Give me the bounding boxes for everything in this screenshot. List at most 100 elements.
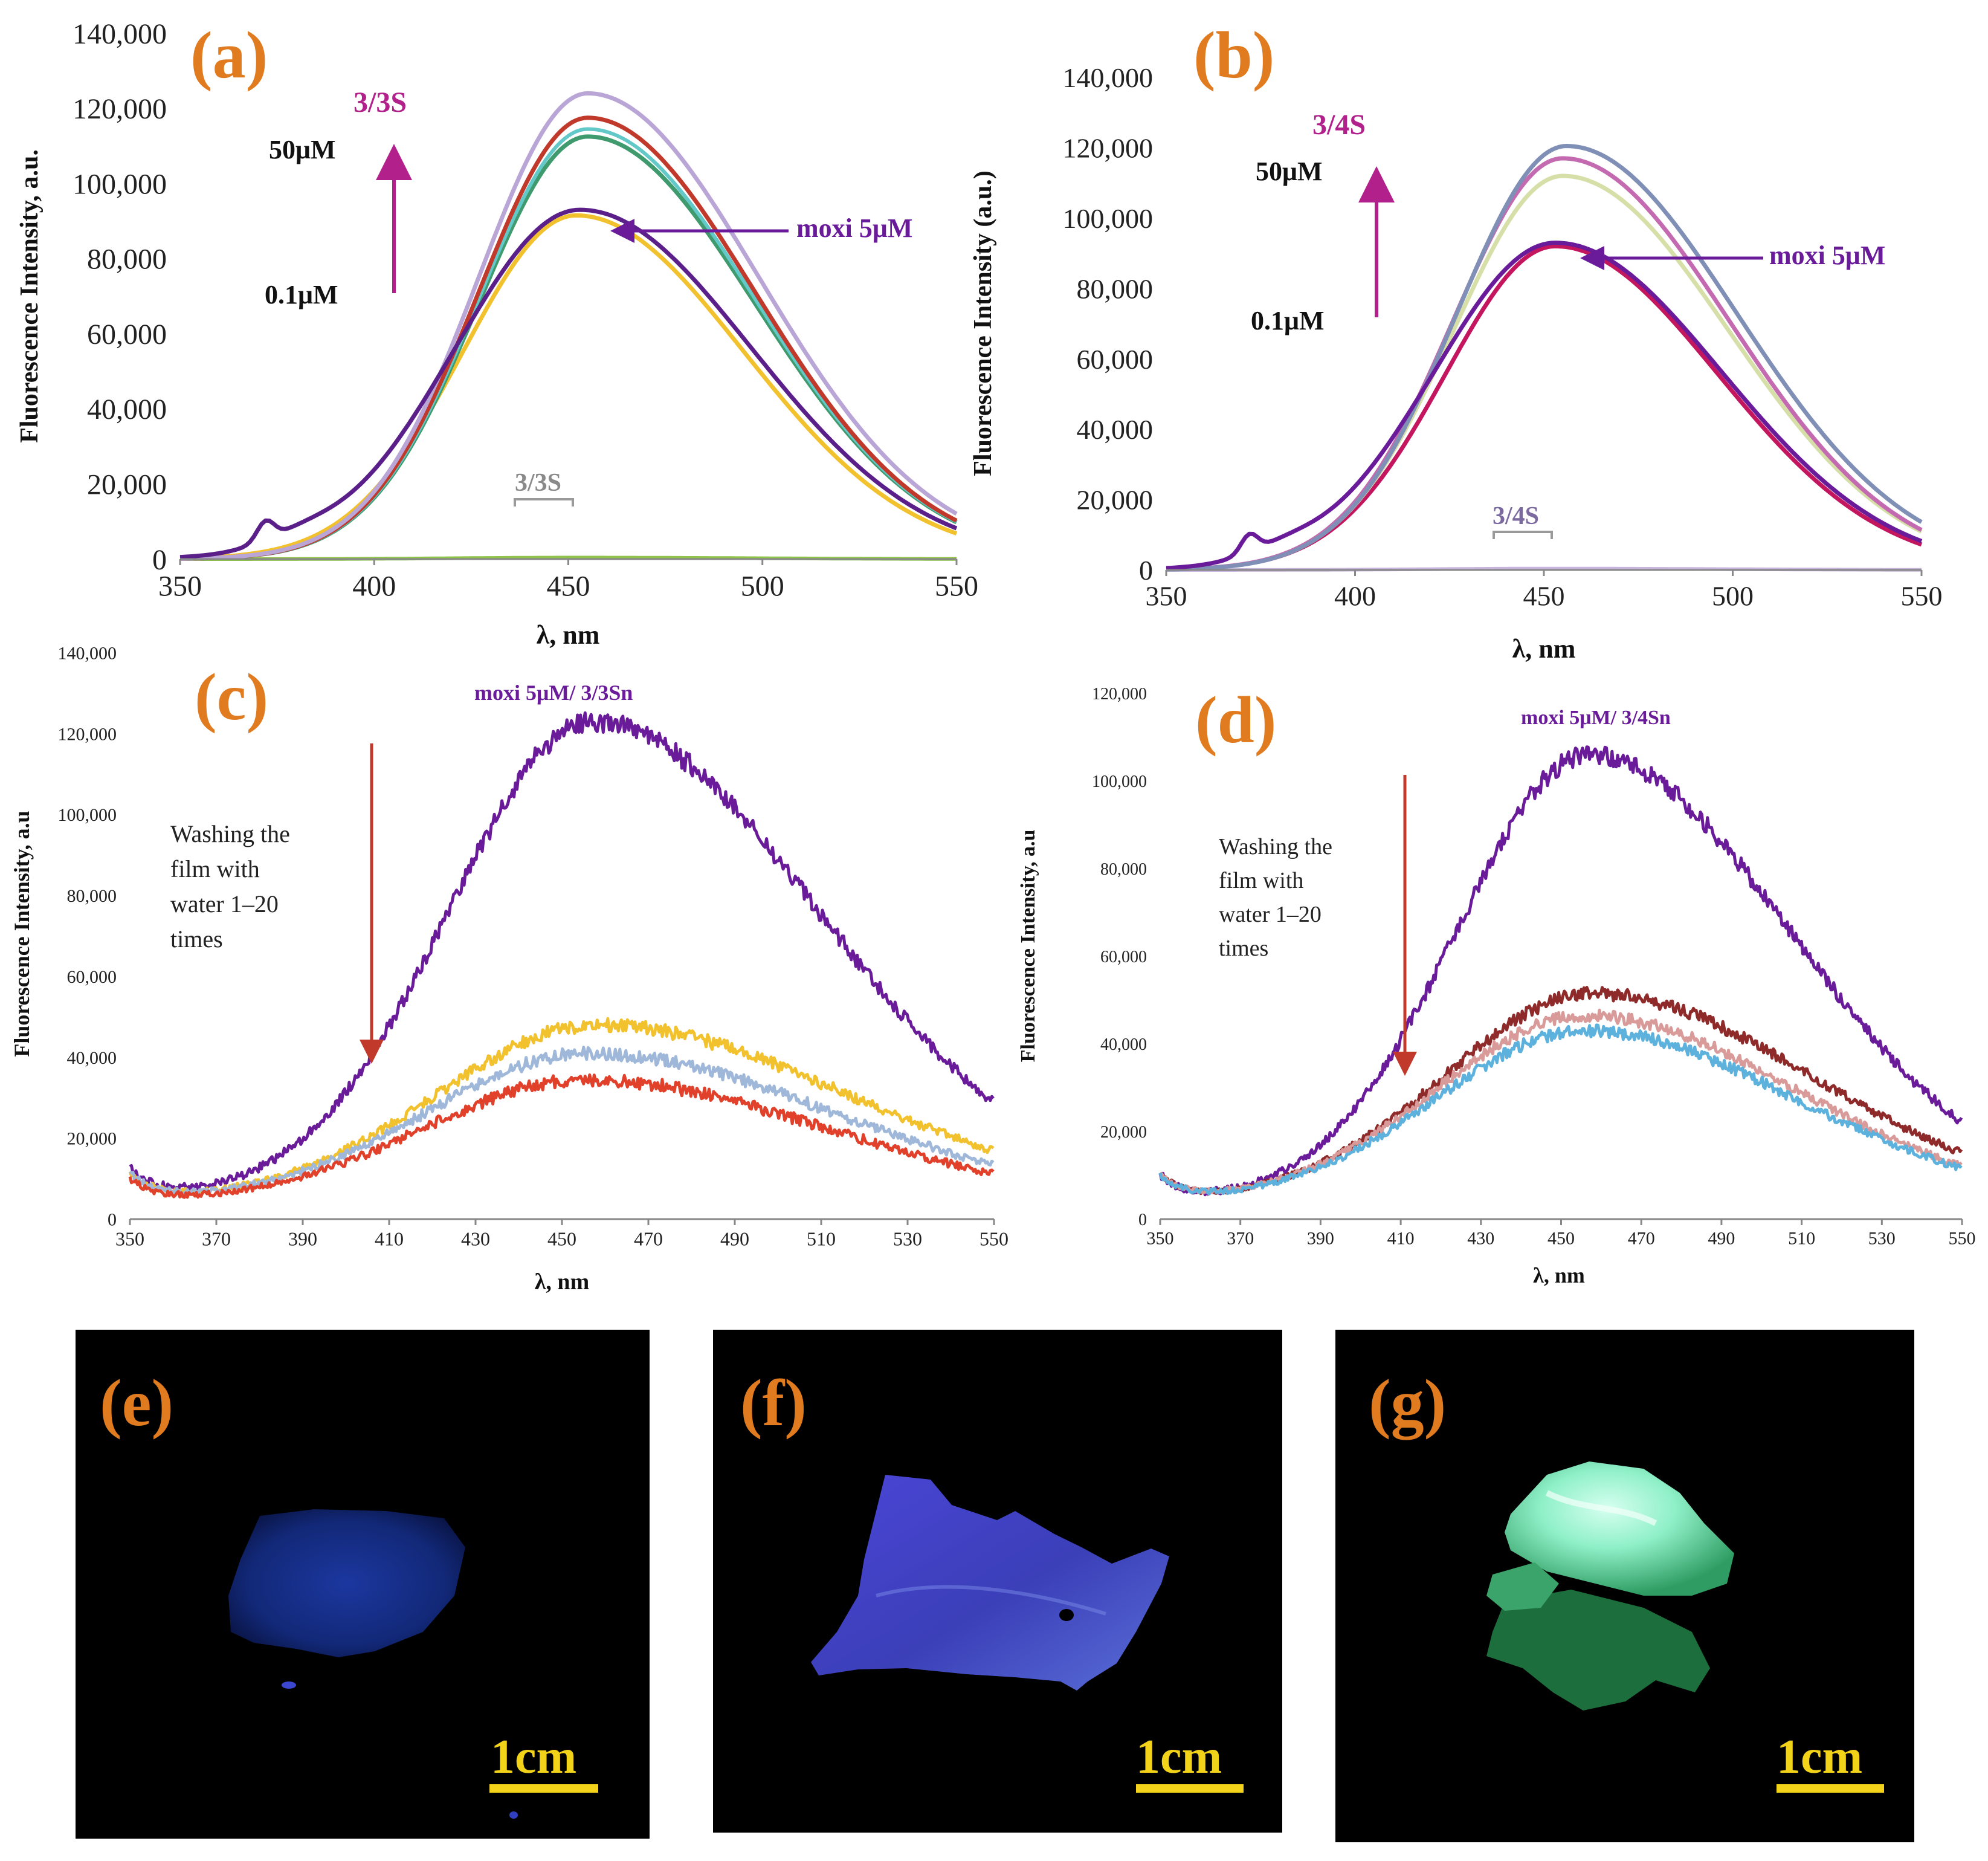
panel-b-y-tick-label: 60,000	[1077, 344, 1154, 375]
panel-b-low-conc-label: 0.1μM	[1251, 306, 1324, 335]
panel-a-series-6	[179, 207, 958, 560]
panel-b-x-tick-label: 400	[1334, 580, 1376, 611]
panel-a-y-tick-label: 20,000	[87, 469, 167, 501]
panel-a-series-3	[179, 127, 958, 561]
panel-c-chart: 350 370 390 410 430 450 470 490 510 530 550 0 20,000…	[10, 644, 1009, 1295]
panel-c-x-axis-title: λ, nm	[535, 1269, 589, 1295]
panel-a-baseline-bracket	[514, 498, 574, 507]
panel-c-x-tick-label: 530	[893, 1228, 922, 1250]
panel-c-y-tick-label: 80,000	[67, 886, 117, 906]
panel-b-moxi-label: moxi 5μM	[1769, 241, 1885, 270]
panel-c-y-tick-label: 0	[108, 1210, 117, 1230]
panel-b-y-tick-label: 20,000	[1077, 485, 1154, 516]
photo-g-left-lobe	[1486, 1562, 1559, 1611]
panel-b-chart: 350 400 450 500 550 0 20,000 40,000 60,000 80,000…	[969, 18, 1943, 664]
panel-c-y-tick-label: 60,000	[67, 967, 117, 987]
photo-f-film	[811, 1475, 1169, 1691]
panel-d-y-tick-label: 40,000	[1100, 1035, 1147, 1054]
photo-g-scale-text: 1cm	[1777, 1730, 1862, 1784]
panel-c-series-0	[129, 711, 995, 1193]
panel-d-x-tick-label: 370	[1227, 1229, 1254, 1249]
panel-d-y-tick-label: 120,000	[1092, 685, 1147, 704]
panel-a-high-conc-label: 50μM	[269, 135, 335, 164]
panel-a-x-tick-label: 550	[935, 570, 978, 602]
panel-a-y-tick-label: 40,000	[87, 393, 167, 426]
photo-e: (e) 1cm	[76, 1330, 650, 1839]
panel-a-series-5	[179, 91, 958, 561]
panel-c-x-tick-label: 350	[115, 1228, 144, 1250]
panel-b-x-tick-label: 350	[1146, 580, 1187, 611]
photo-f-label: (f)	[740, 1366, 807, 1440]
panel-d-x-tick-label: 530	[1868, 1229, 1896, 1249]
photo-g: (g) 1cm	[1335, 1330, 1914, 1842]
panel-d-chart: 350 370 390 410 430 450 470 490 510 530 550 0 20,000…	[1017, 683, 1976, 1287]
panel-d-x-tick-label: 470	[1628, 1229, 1655, 1249]
panel-c-x-tick-label: 370	[202, 1228, 231, 1250]
panel-b-series-4	[1166, 144, 1923, 572]
photo-e-film	[228, 1509, 465, 1657]
panel-a-series-4	[179, 115, 958, 561]
panel-c-y-tick-label: 20,000	[67, 1129, 117, 1149]
panel-b-series-2	[1166, 173, 1923, 572]
photo-f-hole	[1059, 1609, 1074, 1621]
panel-b-y-tick-label: 40,000	[1077, 414, 1154, 445]
panel-c-x-tick-label: 510	[807, 1228, 836, 1250]
panel-b-sample-label: 3/4S	[1312, 109, 1366, 141]
panel-a-x-tick-label: 500	[741, 570, 784, 602]
panel-b-baseline-bracket	[1493, 531, 1553, 539]
photo-g-scale-bar	[1777, 1784, 1884, 1793]
panel-a-series-1	[179, 213, 958, 561]
panel-d-y-axis-title: Fluorescence Intensity, a.u	[1017, 830, 1039, 1063]
panel-a-moxi-label: moxi 5μM	[796, 213, 912, 243]
panel-d-series-0	[1158, 745, 1963, 1197]
panel-a-x-tick-label: 350	[158, 570, 202, 602]
panel-b-x-axis-title: λ, nm	[1512, 634, 1576, 664]
panel-c-x-tick-label: 490	[720, 1228, 749, 1250]
panel-a-sample-label: 3/3S	[353, 86, 407, 118]
panel-a-y-tick-label: 100,000	[73, 168, 167, 200]
panel-c-series-3	[128, 1073, 995, 1199]
photo-f-highlight	[876, 1585, 1106, 1616]
panel-c-x-tick-label: 430	[461, 1228, 490, 1250]
panel-a-y-tick-label: 0	[152, 544, 167, 576]
panel-b-series-3	[1166, 156, 1923, 572]
panel-d-y-tick-label: 60,000	[1100, 948, 1147, 966]
photo-g-upper-film	[1505, 1461, 1734, 1596]
panel-b-y-tick-label: 80,000	[1077, 273, 1154, 304]
panel-b-label: (b)	[1193, 18, 1274, 92]
panel-b-x-tick-label: 550	[1901, 580, 1943, 611]
panel-b-x-tick-label: 500	[1712, 580, 1754, 611]
panel-d-x-tick-label: 350	[1147, 1229, 1174, 1249]
panel-c-y-tick-label: 40,000	[67, 1048, 117, 1068]
panel-c-x-tick-label: 450	[547, 1228, 576, 1250]
panel-c-y-tick-label: 120,000	[58, 724, 117, 744]
panel-b-y-tick-label: 120,000	[1063, 133, 1154, 164]
panel-b-series-5	[1166, 241, 1923, 571]
panel-d-x-tick-label: 390	[1307, 1229, 1334, 1249]
panel-c-x-tick-label: 390	[288, 1228, 317, 1250]
panel-b-baseline-label: 3/4S	[1493, 502, 1539, 530]
panel-c-y-tick-label: 100,000	[58, 805, 117, 825]
panel-c-y-tick-label: 140,000	[58, 644, 117, 664]
panel-d-washing-note: Washing the film with water 1–20 times	[1219, 834, 1332, 961]
panel-d-x-tick-label: 490	[1708, 1229, 1735, 1249]
photo-f-scale-bar	[1136, 1784, 1244, 1793]
panel-a-baseline-label: 3/3S	[515, 469, 561, 497]
panel-c-x-tick-label: 550	[979, 1228, 1009, 1250]
panel-a-x-tick-label: 400	[352, 570, 396, 602]
panel-d-x-tick-label: 430	[1467, 1229, 1494, 1249]
panel-a-chart: 350 400 450 500 550 0 20,000 40,000 60,000 80,000…	[16, 18, 978, 650]
panel-a-y-tick-label: 80,000	[87, 244, 167, 276]
panel-d-x-tick-label: 510	[1788, 1229, 1815, 1249]
panel-c-label: (c)	[195, 660, 268, 734]
panel-a-label: (a)	[190, 18, 268, 92]
photo-g-fold	[1545, 1490, 1657, 1526]
panel-b-y-tick-label: 0	[1139, 555, 1153, 586]
photo-g-lower-film	[1486, 1590, 1710, 1711]
panel-a-low-conc-label: 0.1μM	[265, 280, 338, 309]
panel-c-washing-note: Washing the film with water 1–20 times	[170, 820, 290, 953]
panel-a-series-2	[179, 134, 958, 561]
panel-b-y-tick-label: 140,000	[1063, 62, 1154, 93]
panel-b-y-axis-title: Fluorescence Intensity (a.u.)	[969, 170, 997, 476]
